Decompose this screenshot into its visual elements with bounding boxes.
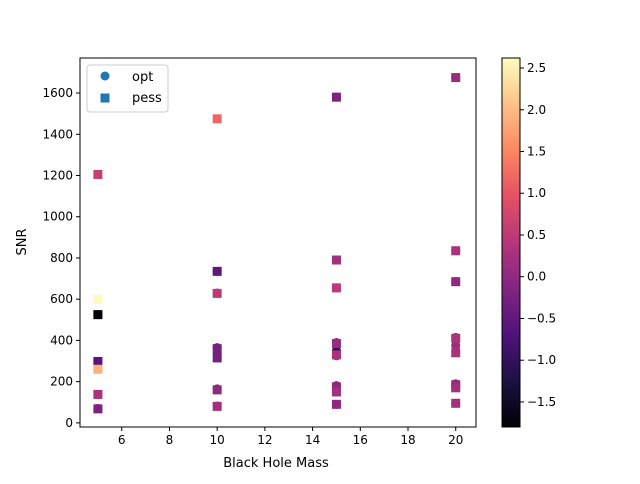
x-axis-label: Black Hole Mass <box>223 456 329 471</box>
y-tick-label: 400 <box>50 333 73 347</box>
pess-point <box>212 288 222 298</box>
legend: opt pess <box>86 64 169 113</box>
colorbar: 2.5 2.0 1.5 1.0 0.5 0.0 −0.5 −1.0 −1.5 <box>501 57 556 428</box>
x-tick-label: 12 <box>257 433 272 447</box>
pess-point <box>212 114 222 124</box>
y-tick-label: 1200 <box>42 169 73 183</box>
pess-point <box>451 277 461 287</box>
y-axis: 0 200 400 600 800 1000 1200 1400 1600 <box>42 86 80 430</box>
pess-point <box>93 404 103 414</box>
pess-point <box>451 246 461 256</box>
y-tick-label: 600 <box>50 292 73 306</box>
plot-area-frame <box>79 57 477 428</box>
y-tick-label: 0 <box>65 416 73 430</box>
legend-label-opt: opt <box>132 70 153 85</box>
colorbar-tick-label: −1.0 <box>527 353 556 367</box>
y-tick-label: 1000 <box>42 210 73 224</box>
colorbar-tick-label: 0.0 <box>527 270 546 284</box>
pess-point <box>331 255 341 265</box>
pess-point <box>331 382 341 392</box>
pess-point <box>451 348 461 358</box>
x-tick-label: 20 <box>448 433 463 447</box>
pess-point <box>331 350 341 360</box>
pess-point <box>93 310 103 320</box>
pess-point <box>451 383 461 393</box>
x-tick-label: 8 <box>166 433 174 447</box>
pess-point <box>212 353 222 363</box>
colorbar-tick-label: −1.5 <box>527 395 556 409</box>
y-tick-label: 1400 <box>42 127 73 141</box>
pess-point <box>93 389 103 399</box>
pess-point <box>451 398 461 408</box>
x-tick-label: 10 <box>210 433 225 447</box>
colorbar-tick-label: 2.0 <box>527 103 546 117</box>
y-tick-label: 1600 <box>42 86 73 100</box>
legend-label-pess: pess <box>132 91 162 106</box>
colorbar-ticks: 2.5 2.0 1.5 1.0 0.5 0.0 −0.5 −1.0 −1.5 <box>520 61 556 409</box>
pess-point <box>331 92 341 102</box>
colorbar-tick-label: 2.5 <box>527 61 546 75</box>
pess-point <box>212 385 222 395</box>
colorbar-tick-label: 0.5 <box>527 228 546 242</box>
legend-marker-opt <box>100 71 110 81</box>
pess-point <box>93 356 103 366</box>
legend-marker-pess <box>100 93 110 103</box>
pess-point <box>331 387 341 397</box>
pess-point <box>331 339 341 349</box>
pess-point <box>93 364 103 374</box>
colorbar-tick-label: −0.5 <box>527 311 556 325</box>
pess-point <box>331 399 341 409</box>
pess-point <box>93 294 103 304</box>
x-tick-label: 14 <box>305 433 320 447</box>
x-tick-label: 16 <box>353 433 368 447</box>
y-tick-label: 200 <box>50 375 73 389</box>
pess-point <box>93 169 103 179</box>
y-tick-label: 800 <box>50 251 73 265</box>
pess-point <box>451 73 461 83</box>
colorbar-gradient <box>501 57 521 428</box>
x-tick-label: 18 <box>400 433 415 447</box>
colorbar-tick-label: 1.0 <box>527 186 546 200</box>
points-layer <box>93 73 461 414</box>
pess-point <box>212 344 222 354</box>
pess-point <box>212 266 222 276</box>
y-axis-label: SNR <box>15 228 30 255</box>
x-axis: 6 8 10 12 14 16 18 20 <box>118 427 463 447</box>
pess-point <box>451 333 461 343</box>
colorbar-tick-label: 1.5 <box>527 145 546 159</box>
x-tick-label: 6 <box>118 433 126 447</box>
pess-point <box>331 283 341 293</box>
opt-point <box>451 341 461 351</box>
pess-point <box>212 401 222 411</box>
